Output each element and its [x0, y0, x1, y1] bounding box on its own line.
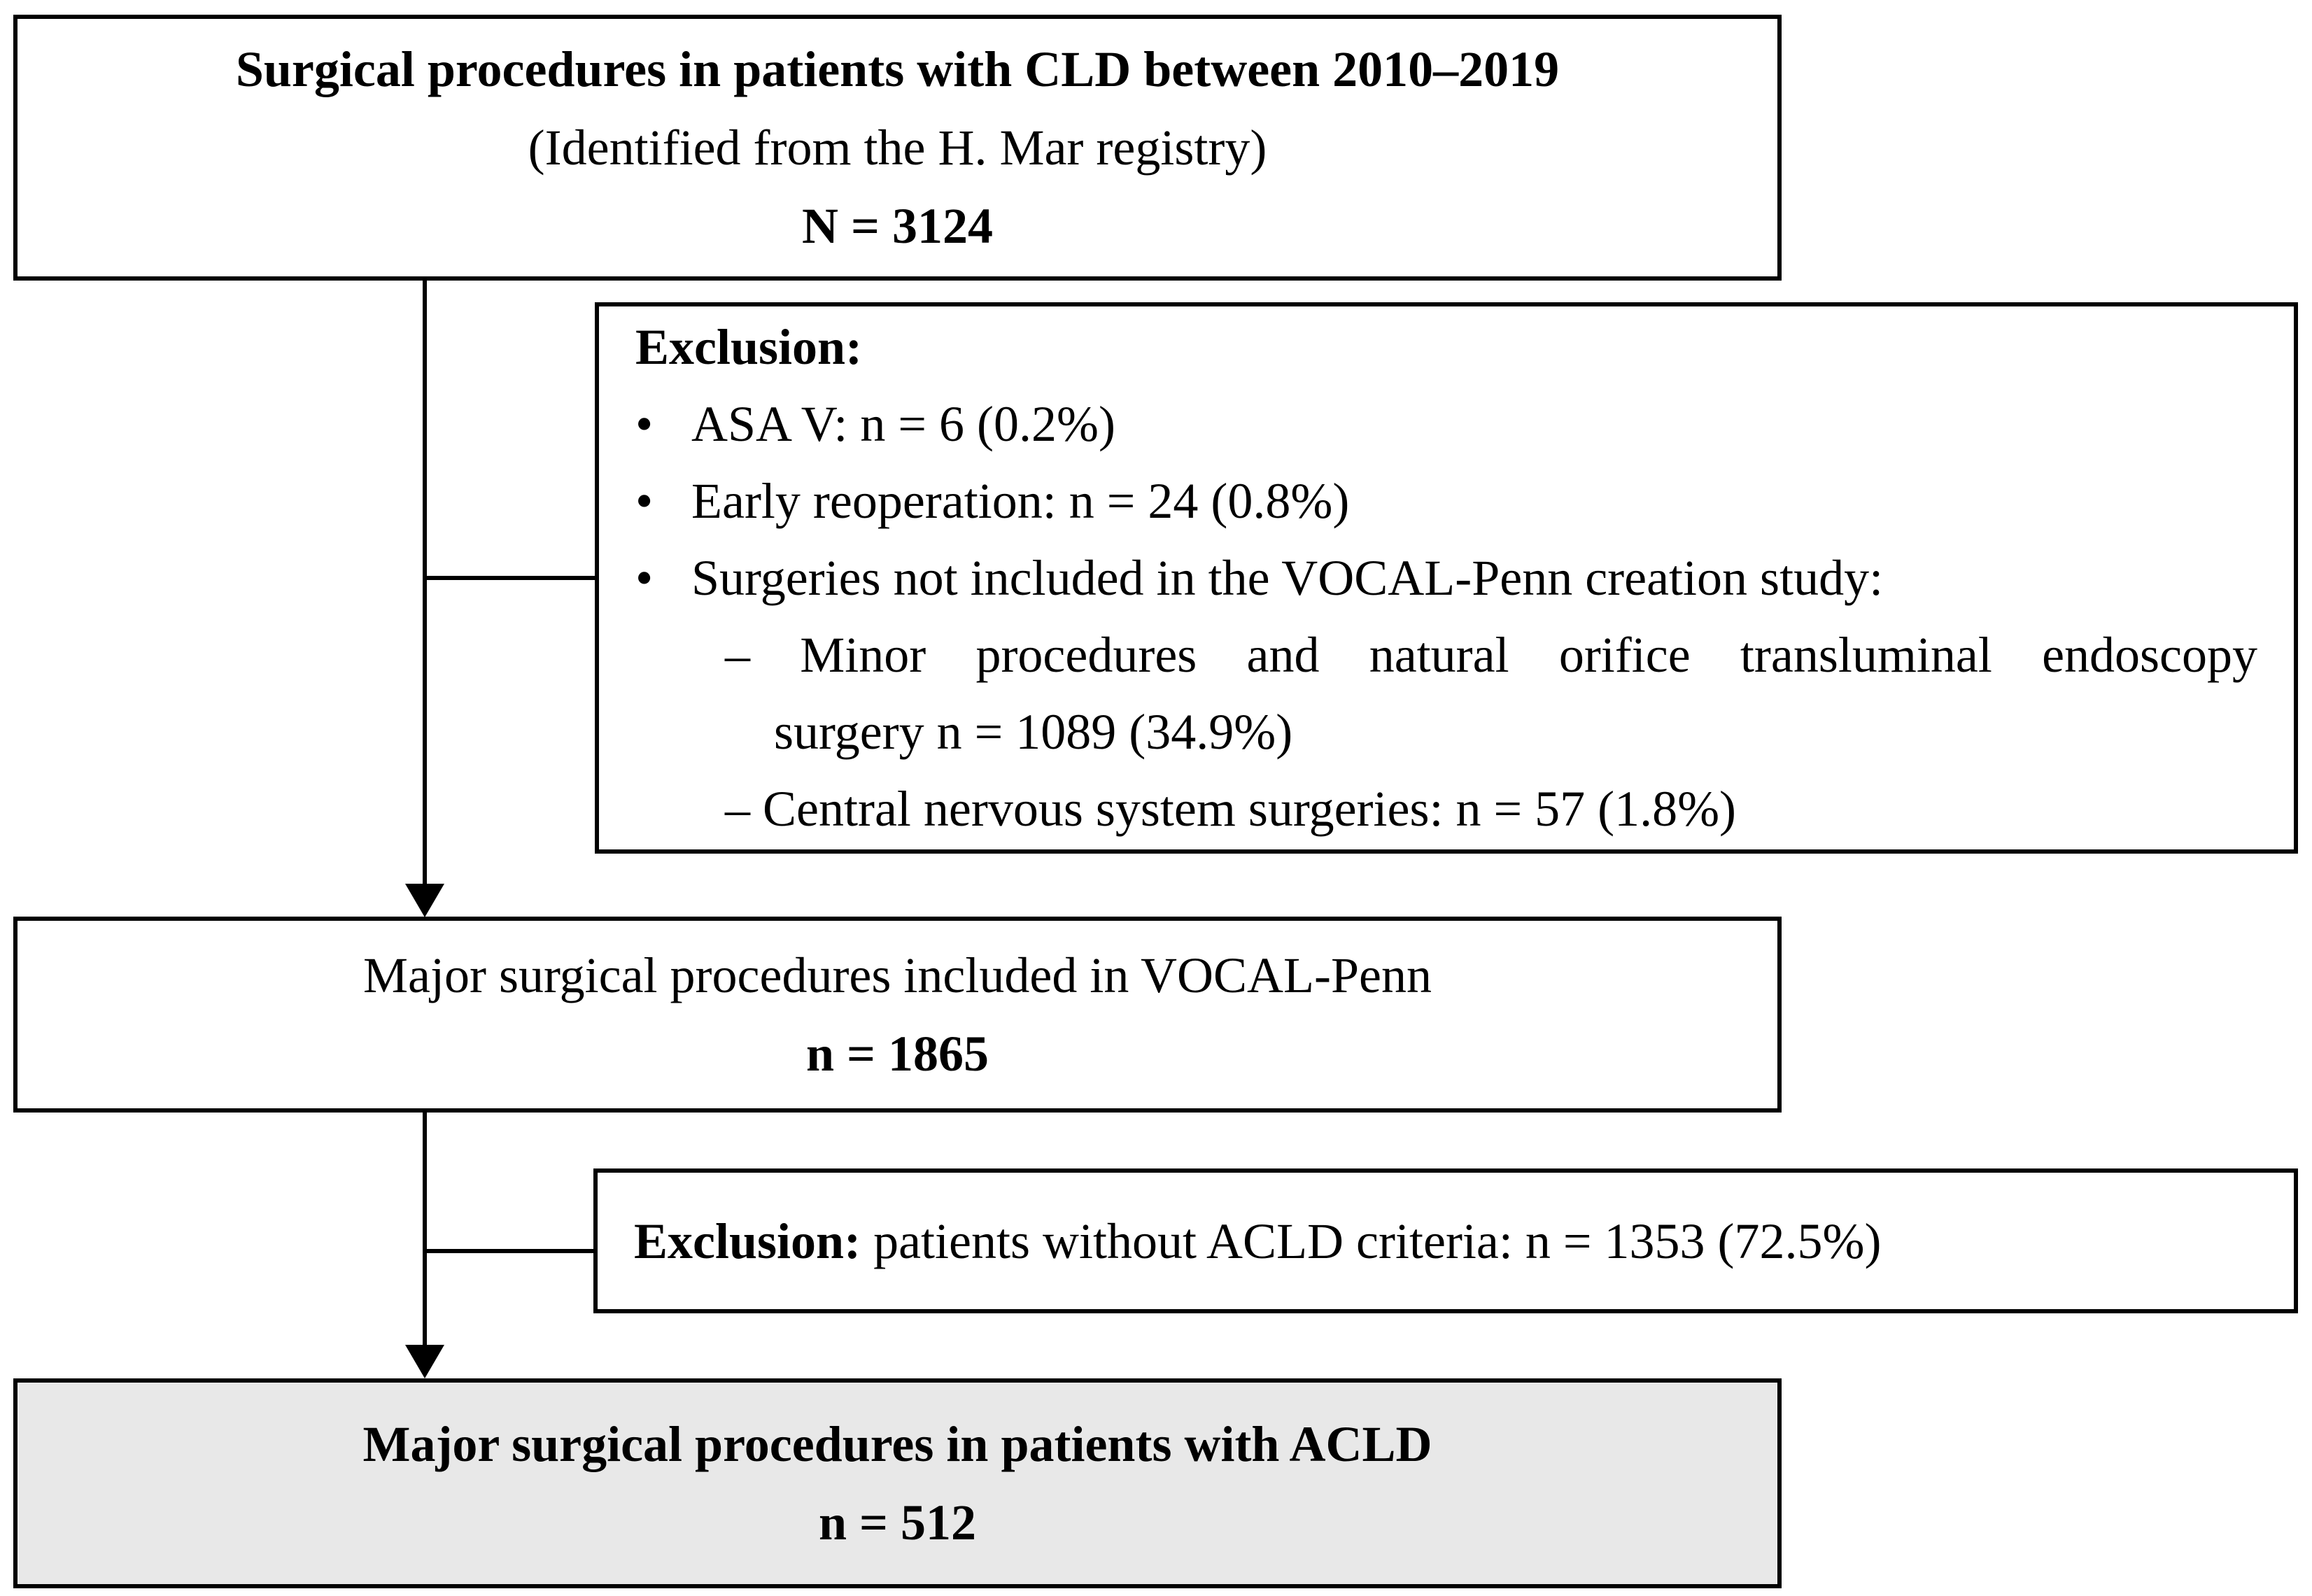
exclusion1-subitem-minor-line1: – Minor procedures and natural orifice t…	[725, 627, 2258, 683]
flow-box-acld-result: Major surgical procedures in patients wi…	[13, 1378, 1782, 1588]
exclusion-box-2: Exclusion: patients without ACLD criteri…	[593, 1168, 2298, 1313]
connector-line-branch-2	[423, 1249, 595, 1253]
connector-line-vertical-1	[423, 281, 427, 887]
exclusion1-subitem-cns: – Central nervous system surgeries: n = …	[725, 781, 1737, 837]
exclusion1-heading: Exclusion:	[635, 319, 863, 375]
top-box-subtitle: (Identified from the H. Mar registry)	[528, 120, 1267, 176]
exclusion1-subitem-minor-line2: surgery n = 1089 (34.9%)	[774, 704, 1293, 760]
bottom-box-count: n = 512	[818, 1495, 977, 1551]
top-box-title: Surgical procedures in patients with CLD…	[235, 41, 1560, 97]
exclusion-box-1: Exclusion: • ASA V: n = 6 (0.2%) • Early r…	[595, 302, 2298, 854]
exclusion1-bullet-reoperation: • Early reoperation: n = 24 (0.8%)	[635, 462, 2257, 539]
dash-icon: –	[725, 781, 750, 837]
dash-icon: –	[725, 627, 750, 683]
bullet-icon: •	[635, 473, 654, 529]
middle-box-count: n = 1865	[805, 1026, 989, 1082]
arrow-down-icon	[405, 1345, 444, 1378]
exclusion2-text: Exclusion: patients without ACLD criteri…	[634, 1213, 1882, 1269]
arrow-down-icon	[405, 884, 444, 917]
bottom-box-title: Major surgical procedures in patients wi…	[362, 1416, 1432, 1472]
connector-line-vertical-2	[423, 1113, 427, 1346]
top-box-count: N = 3124	[801, 198, 994, 254]
bullet-icon: •	[635, 550, 654, 606]
exclusion1-bullet-surgeries: • Surgeries not included in the VOCAL-Pen…	[635, 539, 2257, 616]
exclusion1-bullet-asa: • ASA V: n = 6 (0.2%)	[635, 386, 2257, 462]
flow-box-cld-procedures: Surgical procedures in patients with CLD…	[13, 15, 1782, 281]
middle-box-title: Major surgical procedures included in VO…	[362, 947, 1432, 1003]
bullet-icon: •	[635, 396, 654, 452]
connector-line-branch-1	[423, 576, 595, 580]
flow-box-vocal-penn: Major surgical procedures included in VO…	[13, 917, 1782, 1113]
